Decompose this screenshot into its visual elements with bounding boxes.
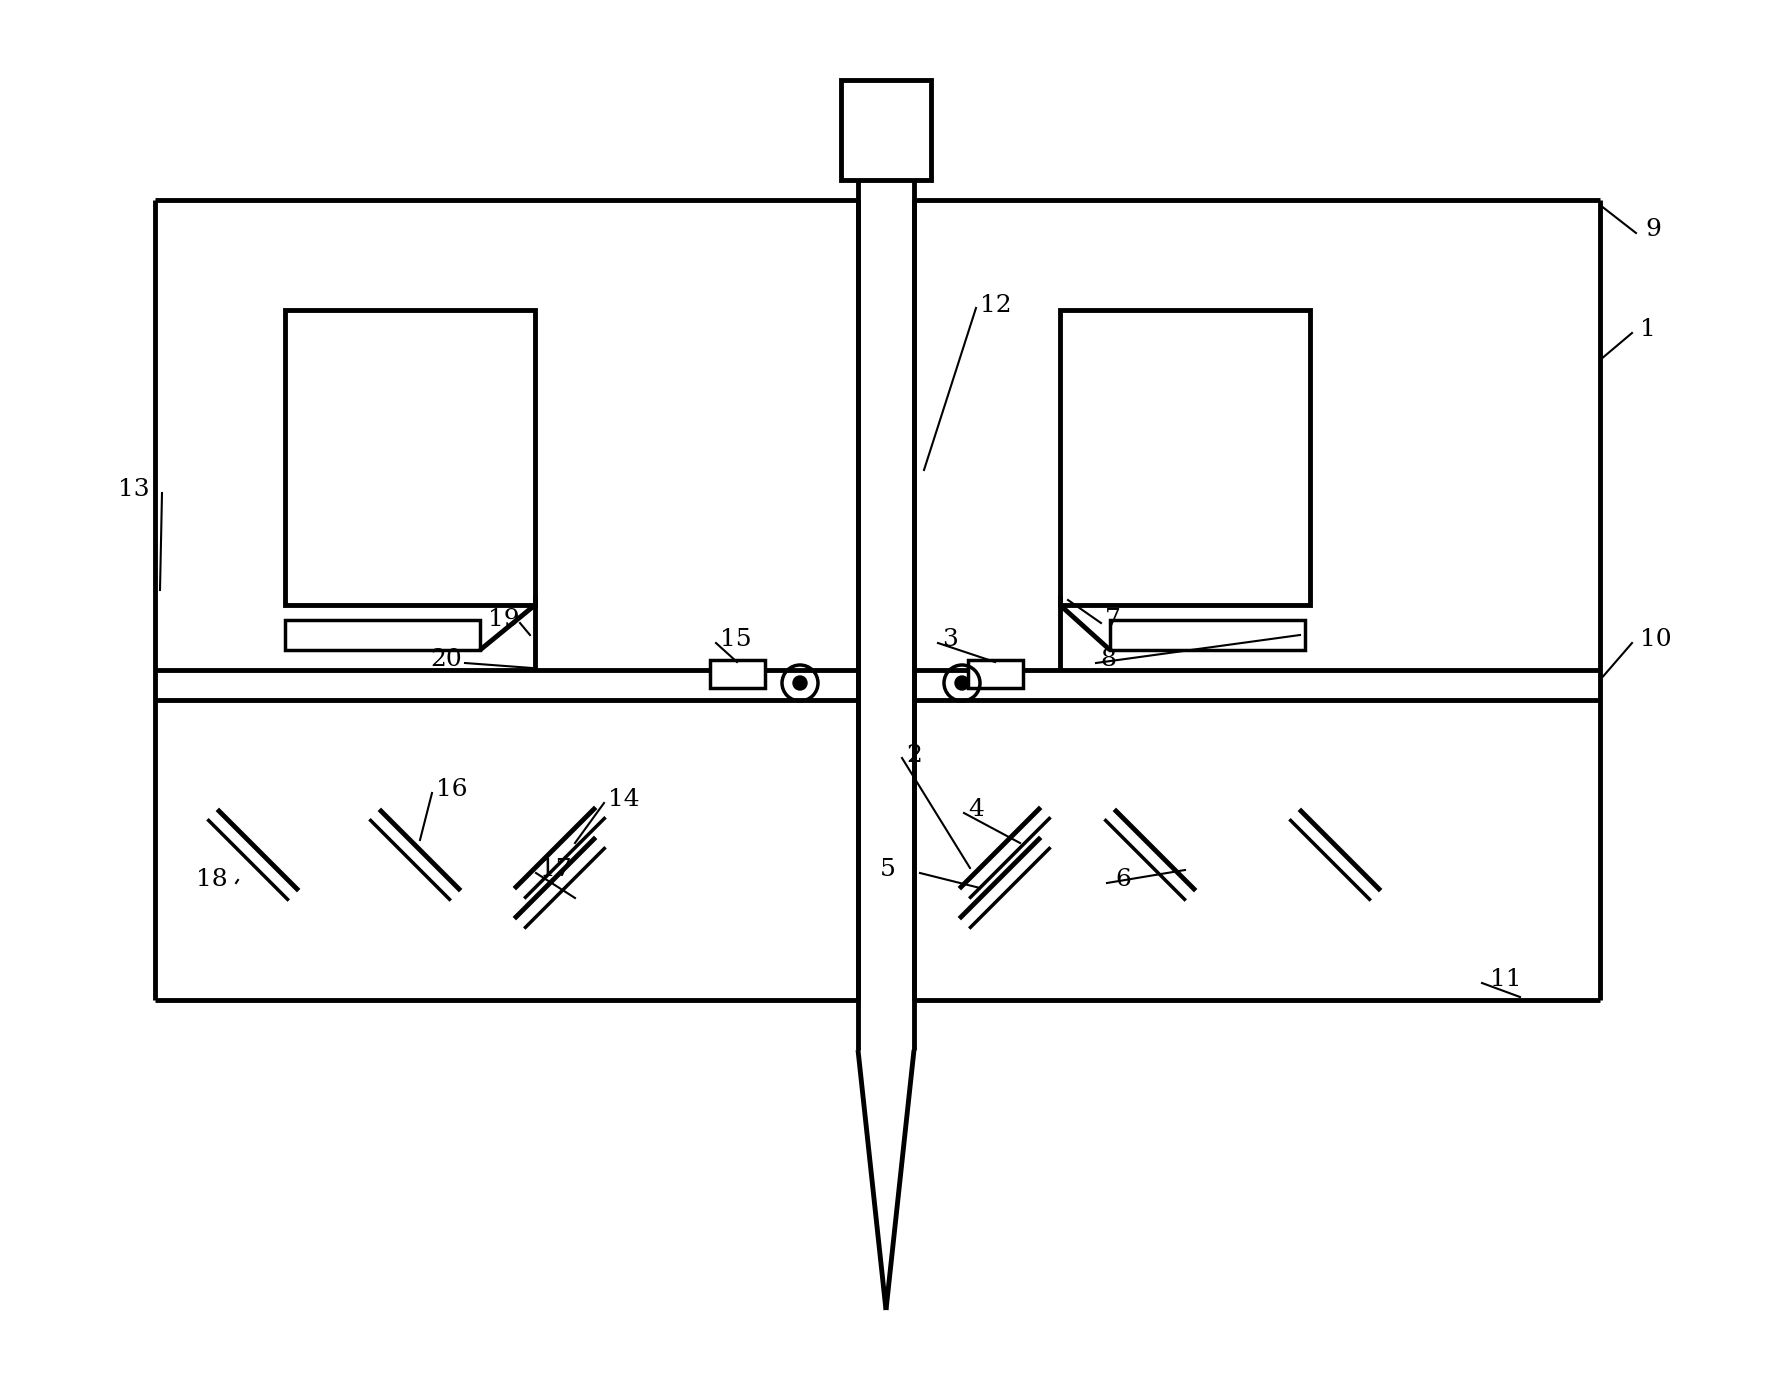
Text: 15: 15 — [720, 628, 752, 652]
Text: 3: 3 — [941, 628, 957, 652]
Text: 13: 13 — [119, 479, 149, 501]
Text: 7: 7 — [1105, 609, 1121, 631]
Text: 17: 17 — [541, 858, 571, 882]
Text: 10: 10 — [1640, 628, 1672, 652]
Text: 20: 20 — [431, 649, 461, 671]
Text: 6: 6 — [1115, 868, 1131, 892]
Circle shape — [793, 676, 807, 690]
Bar — [840, 79, 931, 180]
Text: 2: 2 — [906, 744, 922, 766]
Text: 1: 1 — [1640, 319, 1656, 341]
Bar — [285, 311, 535, 605]
Bar — [285, 620, 480, 651]
Bar — [1060, 311, 1310, 605]
Text: 18: 18 — [197, 868, 227, 892]
Text: 4: 4 — [968, 798, 984, 822]
Text: 5: 5 — [879, 858, 895, 882]
Text: 9: 9 — [1645, 219, 1661, 241]
Bar — [968, 660, 1023, 688]
Text: 14: 14 — [608, 788, 640, 812]
Text: 8: 8 — [1099, 649, 1115, 671]
Text: 19: 19 — [488, 609, 519, 631]
Bar — [709, 660, 764, 688]
Text: 16: 16 — [436, 779, 468, 801]
Circle shape — [956, 676, 970, 690]
Bar — [1110, 620, 1305, 651]
Text: 12: 12 — [980, 294, 1012, 316]
Text: 11: 11 — [1489, 968, 1521, 992]
